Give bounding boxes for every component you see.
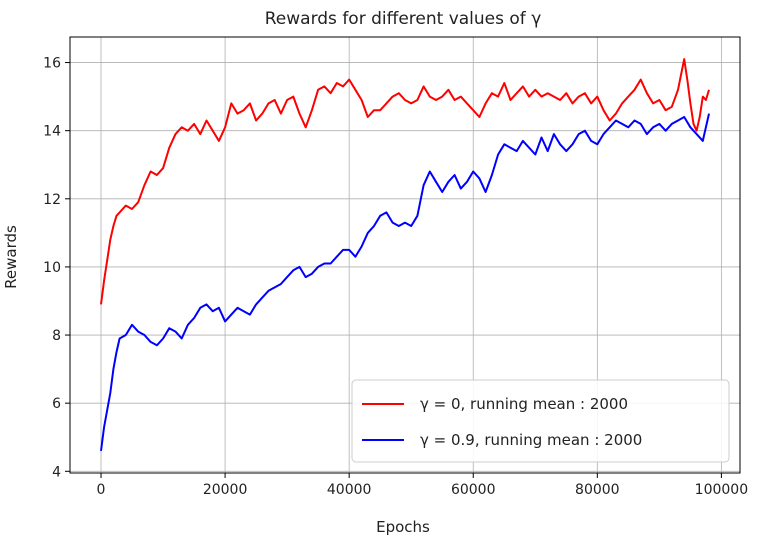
chart-title: Rewards for different values of γ — [265, 9, 542, 29]
grid — [70, 37, 740, 473]
x-tick-label: 80000 — [575, 482, 620, 498]
x-tick-label: 40000 — [327, 482, 372, 498]
x-tick-label: 60000 — [451, 482, 496, 498]
x-tick-label: 0 — [97, 482, 106, 498]
series-line-gamma-0-9 — [100, 113, 710, 452]
x-tick-label: 100000 — [695, 482, 748, 498]
series-layer — [100, 58, 710, 452]
y-tick-label: 8 — [52, 328, 61, 344]
y-tick-label: 6 — [52, 396, 61, 412]
y-tick-label: 16 — [43, 56, 61, 72]
y-axis: 4 6 8 10 12 14 16 — [43, 56, 70, 480]
y-tick-label: 10 — [43, 260, 61, 276]
y-tick-label: 14 — [43, 124, 61, 140]
series-line-gamma-0 — [100, 58, 710, 305]
plot-area-frame — [69, 36, 741, 474]
x-axis-label: Epochs — [376, 518, 430, 536]
legend-label-gamma-0: γ = 0, running mean : 2000 — [420, 395, 628, 413]
y-axis-label: Rewards — [2, 225, 20, 289]
legend: γ = 0, running mean : 2000 γ = 0.9, runn… — [351, 379, 730, 463]
legend-label-gamma-0-9: γ = 0.9, running mean : 2000 — [420, 431, 642, 449]
y-tick-label: 12 — [43, 192, 61, 208]
x-axis: 0 20000 40000 60000 80000 100000 — [97, 473, 748, 498]
x-tick-label: 20000 — [203, 482, 248, 498]
legend-box — [351, 379, 730, 463]
y-tick-label: 4 — [52, 464, 61, 480]
